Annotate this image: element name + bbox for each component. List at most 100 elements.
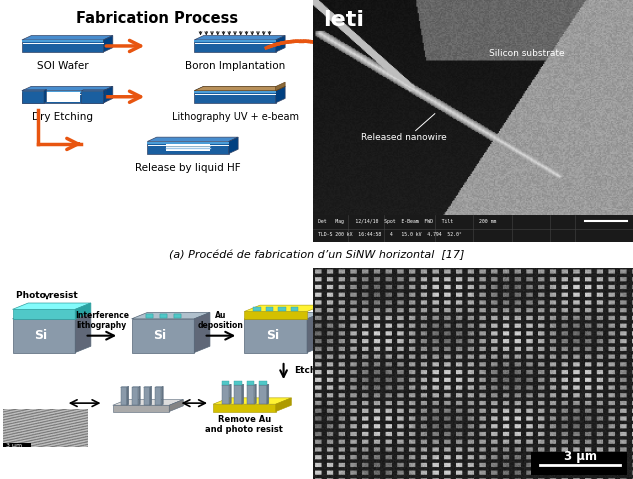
Polygon shape <box>276 398 291 411</box>
Text: Release by liquid HF: Release by liquid HF <box>135 162 241 172</box>
Text: Released nanowire: Released nanowire <box>361 133 447 142</box>
FancyBboxPatch shape <box>174 314 181 318</box>
Polygon shape <box>144 388 150 405</box>
Polygon shape <box>132 388 139 405</box>
Polygon shape <box>13 309 75 319</box>
Polygon shape <box>75 303 91 319</box>
Polygon shape <box>132 312 210 319</box>
Polygon shape <box>103 86 113 103</box>
FancyBboxPatch shape <box>530 452 627 475</box>
Polygon shape <box>103 35 113 52</box>
Text: Si: Si <box>266 329 279 342</box>
FancyBboxPatch shape <box>160 314 166 318</box>
Polygon shape <box>22 90 47 91</box>
FancyBboxPatch shape <box>160 314 166 318</box>
Polygon shape <box>22 91 103 93</box>
Polygon shape <box>113 405 169 411</box>
Polygon shape <box>244 319 307 353</box>
Polygon shape <box>213 398 291 404</box>
Text: Silicon substrate: Silicon substrate <box>489 49 565 57</box>
Polygon shape <box>13 312 91 319</box>
FancyBboxPatch shape <box>234 381 242 385</box>
FancyBboxPatch shape <box>266 307 273 311</box>
FancyBboxPatch shape <box>313 215 633 242</box>
Polygon shape <box>155 388 161 405</box>
Polygon shape <box>213 404 276 411</box>
Polygon shape <box>150 387 152 405</box>
Polygon shape <box>194 86 285 91</box>
Polygon shape <box>229 384 231 404</box>
Polygon shape <box>222 385 229 404</box>
Polygon shape <box>147 141 229 154</box>
FancyBboxPatch shape <box>247 381 254 385</box>
FancyBboxPatch shape <box>46 91 80 102</box>
Text: Lithography UV + e-beam: Lithography UV + e-beam <box>172 112 299 122</box>
Polygon shape <box>147 141 229 144</box>
Polygon shape <box>194 86 285 91</box>
Polygon shape <box>103 90 106 103</box>
Text: 3 µm: 3 µm <box>6 443 22 447</box>
FancyBboxPatch shape <box>253 307 261 311</box>
Polygon shape <box>234 385 242 404</box>
Polygon shape <box>194 91 276 103</box>
Polygon shape <box>147 137 238 141</box>
Polygon shape <box>155 387 163 388</box>
Polygon shape <box>22 86 113 91</box>
FancyBboxPatch shape <box>146 314 153 318</box>
Text: (a) Procédé de fabrication d’un SiNW horizontal  [17]: (a) Procédé de fabrication d’un SiNW hor… <box>169 250 464 260</box>
FancyBboxPatch shape <box>174 314 181 318</box>
Text: Remove Au
and photo resist: Remove Au and photo resist <box>206 415 284 434</box>
Text: Dry Etching: Dry Etching <box>32 112 93 122</box>
Polygon shape <box>234 384 244 385</box>
Polygon shape <box>127 387 128 405</box>
FancyBboxPatch shape <box>166 144 210 151</box>
Polygon shape <box>247 385 254 404</box>
Polygon shape <box>22 35 113 40</box>
FancyBboxPatch shape <box>222 381 229 385</box>
Polygon shape <box>22 40 103 52</box>
FancyBboxPatch shape <box>279 307 285 311</box>
Polygon shape <box>121 387 128 388</box>
Polygon shape <box>244 305 323 311</box>
Polygon shape <box>260 384 269 385</box>
Text: Boron Implantation: Boron Implantation <box>185 61 285 71</box>
Polygon shape <box>247 384 256 385</box>
Polygon shape <box>194 312 210 353</box>
FancyBboxPatch shape <box>291 307 298 311</box>
Polygon shape <box>113 399 184 405</box>
Text: Photo resist: Photo resist <box>16 291 78 300</box>
Text: Fabrication Process: Fabrication Process <box>75 11 238 26</box>
Text: Si: Si <box>153 329 166 342</box>
Polygon shape <box>22 91 103 103</box>
Polygon shape <box>169 399 184 411</box>
Text: leti: leti <box>323 10 364 30</box>
Polygon shape <box>222 384 231 385</box>
Text: TLD-S 200 kX  16:44:58   4   15.0 kV  4.794  52.0°: TLD-S 200 kX 16:44:58 4 15.0 kV 4.794 52… <box>318 232 462 237</box>
Polygon shape <box>144 387 152 388</box>
Polygon shape <box>75 312 91 353</box>
Polygon shape <box>260 385 267 404</box>
Polygon shape <box>22 40 103 42</box>
Polygon shape <box>132 387 141 388</box>
Text: Interference
lithography: Interference lithography <box>75 311 129 331</box>
FancyBboxPatch shape <box>3 443 32 447</box>
Text: 3 µm: 3 µm <box>564 450 597 463</box>
FancyBboxPatch shape <box>146 314 153 318</box>
Polygon shape <box>254 384 256 404</box>
Polygon shape <box>276 86 285 103</box>
Polygon shape <box>161 387 163 405</box>
Polygon shape <box>82 91 103 103</box>
FancyBboxPatch shape <box>260 381 267 385</box>
Polygon shape <box>13 303 91 309</box>
Polygon shape <box>244 311 307 319</box>
Text: Si: Si <box>34 329 47 342</box>
Polygon shape <box>82 90 106 91</box>
Text: Det   Mag    12/14/10  Spot  E-Beam  FWD   Tilt         200 nm: Det Mag 12/14/10 Spot E-Beam FWD Tilt 20… <box>318 219 496 224</box>
Polygon shape <box>276 82 285 91</box>
Polygon shape <box>307 312 323 353</box>
Polygon shape <box>13 319 75 353</box>
Polygon shape <box>194 40 276 52</box>
Polygon shape <box>194 35 285 40</box>
Polygon shape <box>244 312 323 319</box>
Polygon shape <box>194 40 276 42</box>
